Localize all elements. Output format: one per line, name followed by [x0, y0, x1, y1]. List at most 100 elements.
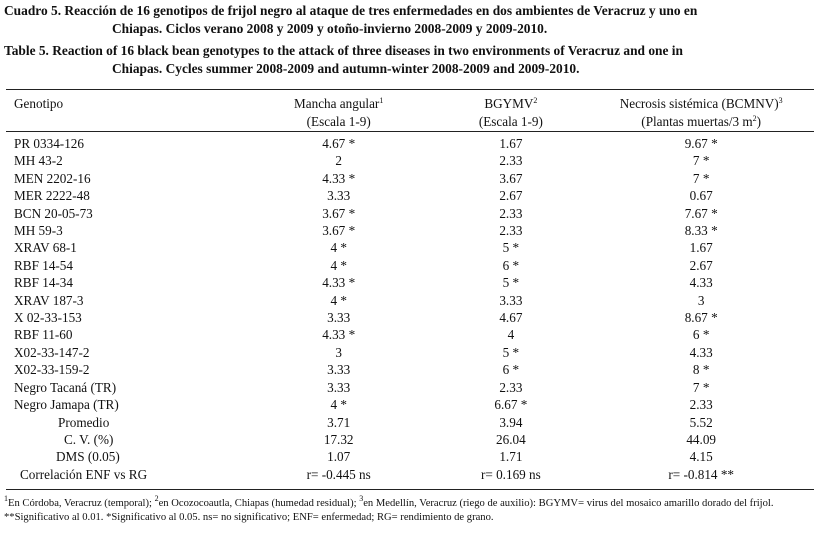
necrosis-cell: 8.33 *: [684, 223, 718, 239]
results-table: Genotipo Mancha angular1 BGYMV2 Necrosis…: [6, 95, 814, 483]
bgymv-cell: 6.67 *: [494, 397, 528, 413]
table-body: PR 0334-126 4.67 * 1.67 9.67 * MH 43-2 2 2.33…: [6, 135, 814, 483]
mancha-cell: 4.67 *: [322, 136, 356, 151]
table-row: PR 0334-126 4.67 * 1.67 9.67 *: [6, 135, 814, 152]
mancha-cell: 3.67 *: [322, 205, 356, 221]
caption-english: Table 5. Reaction of 16 black bean genot…: [4, 42, 819, 78]
genotype-cell: XRAV 187-3: [14, 292, 84, 308]
genotype-cell: Negro Jamapa (TR): [14, 397, 119, 413]
top-rule: [6, 89, 814, 90]
bgymv-cell: 2.33: [499, 153, 523, 169]
summary-row-correlation: Correlación ENF vs RG r= -0.445 ns r= 0.16…: [6, 466, 814, 483]
mancha-cell: 3.33: [327, 188, 351, 204]
necrosis-cell: 0.67: [689, 188, 713, 204]
genotype-cell: RBF 14-54: [14, 257, 73, 273]
mancha-cell: 4 *: [330, 240, 347, 256]
table-row: Negro Tacaná (TR) 3.33 2.33 7 *: [6, 379, 814, 396]
bgymv-cell: 3.94: [499, 414, 523, 430]
summary-row-promedio: Promedio 3.71 3.94 5.52: [6, 414, 814, 431]
necrosis-cell: 2.33: [689, 397, 713, 413]
bottom-rule: [6, 489, 814, 490]
table-row: Negro Jamapa (TR) 4 * 6.67 * 2.33: [6, 396, 814, 413]
genotype-cell: XRAV 68-1: [14, 240, 77, 256]
header-necrosis-scale: (Plantas muertas/3 m2): [588, 113, 814, 131]
summary-label: DMS (0.05): [56, 449, 120, 465]
necrosis-cell: 5.52: [689, 414, 713, 430]
necrosis-cell: 4.33: [689, 344, 713, 360]
necrosis-cell: 2.67: [689, 257, 713, 273]
bgymv-cell: 3.33: [499, 292, 523, 308]
footnote-sup-2: 2: [154, 494, 159, 503]
bgymv-cell: 2.67: [499, 188, 523, 204]
necrosis-cell: 7.67 *: [684, 205, 718, 221]
mancha-cell: 4 *: [330, 292, 347, 308]
necrosis-cell: 44.09: [686, 431, 716, 447]
table-row: MER 2222-48 3.33 2.67 0.67: [6, 187, 814, 204]
footnote-part-2: en Ocozocoautla, Chiapas (humedad residu…: [158, 498, 360, 509]
table-header: Genotipo Mancha angular1 BGYMV2 Necrosis…: [6, 95, 814, 135]
table-row: RBF 11-60 4.33 * 4 6 *: [6, 326, 814, 343]
genotype-cell: BCN 20-05-73: [14, 205, 93, 221]
necrosis-cell: 6 *: [692, 327, 710, 343]
mancha-cell: 2: [335, 153, 342, 169]
header-necrosis-scale-close: ): [756, 114, 762, 129]
mancha-cell: 4.33 *: [322, 327, 356, 343]
bgymv-cell: 6 *: [502, 257, 520, 273]
header-bgymv-title: BGYMV: [484, 96, 534, 111]
mancha-cell: 3.71: [327, 414, 351, 430]
summary-label: Correlación ENF vs RG: [20, 466, 148, 482]
bgymv-cell: 1.71: [499, 449, 523, 465]
bgymv-cell: r= 0.169 ns: [480, 466, 541, 482]
genotype-cell: MER 2222-48: [14, 188, 90, 204]
summary-row-dms: DMS (0.05) 1.07 1.71 4.15: [6, 448, 814, 465]
header-necrosis-scale-exp: 2: [752, 114, 757, 123]
mancha-cell: 3: [335, 344, 342, 360]
table-row: RBF 14-54 4 * 6 * 2.67: [6, 257, 814, 274]
header-mancha-scale: (Escala 1-9): [306, 114, 371, 129]
mancha-cell: 3.33: [327, 310, 351, 326]
bgymv-cell: 2.33: [499, 223, 523, 239]
genotype-cell: X02-33-147-2: [14, 344, 90, 360]
header-necrosis-scale-text: (Plantas muertas/3 m: [641, 114, 753, 129]
summary-label: C. V. (%): [64, 431, 114, 447]
mancha-cell: 1.07: [327, 449, 351, 465]
header-necrosis: Necrosis sistémica (BCMNV)3: [588, 95, 814, 113]
mancha-cell: 3.67 *: [322, 223, 356, 239]
header-mancha-note: 1: [379, 96, 384, 105]
mancha-cell: 4 *: [330, 257, 347, 273]
bgymv-cell: 4: [507, 327, 515, 343]
caption-spanish-continuation: Chiapas. Ciclos verano 2008 y 2009 y oto…: [112, 21, 548, 36]
necrosis-cell: 1.67: [689, 240, 713, 256]
bgymv-cell: 1.67: [499, 136, 523, 151]
footnote-part-3: en Medellín, Veracruz (riego de auxilio)…: [4, 498, 774, 523]
mancha-cell: 3.33: [327, 379, 351, 395]
header-necrosis-note: 3: [778, 96, 783, 105]
caption-english-continuation: Chiapas. Cycles summer 2008-2009 and aut…: [112, 61, 580, 76]
summary-label: Promedio: [58, 414, 110, 430]
footnote-sup-3: 3: [359, 494, 364, 503]
genotype-cell: MH 59-3: [14, 223, 63, 239]
genotype-cell: PR 0334-126: [14, 136, 84, 151]
genotype-cell: RBF 11-60: [14, 327, 73, 343]
necrosis-cell: r= -0.814 **: [668, 466, 735, 482]
bgymv-cell: 3.67: [499, 170, 523, 186]
genotype-cell: Negro Tacaná (TR): [14, 379, 117, 395]
bgymv-cell: 26.04: [496, 431, 526, 447]
table-row: XRAV 187-3 4 * 3.33 3: [6, 292, 814, 309]
necrosis-cell: 7 *: [692, 379, 710, 395]
table-row: X 02-33-153 3.33 4.67 8.67 *: [6, 309, 814, 326]
bgymv-cell: 2.33: [499, 379, 523, 395]
genotype-cell: RBF 14-34: [14, 275, 73, 291]
header-mancha: Mancha angular1: [244, 95, 433, 113]
header-necrosis-title: Necrosis sistémica (BCMNV): [619, 96, 779, 111]
table-row: MH 43-2 2 2.33 7 *: [6, 152, 814, 169]
necrosis-cell: 8.67 *: [684, 310, 718, 326]
necrosis-cell: 7 *: [692, 170, 710, 186]
bgymv-cell: 2.33: [499, 205, 523, 221]
table-row: MH 59-3 3.67 * 2.33 8.33 *: [6, 222, 814, 239]
caption-spanish: Cuadro 5. Reacción de 16 genotipos de fr…: [4, 2, 819, 38]
necrosis-cell: 8 *: [692, 362, 710, 378]
header-bgymv-scale: (Escala 1-9): [478, 114, 543, 129]
genotype-cell: X02-33-159-2: [14, 362, 90, 378]
